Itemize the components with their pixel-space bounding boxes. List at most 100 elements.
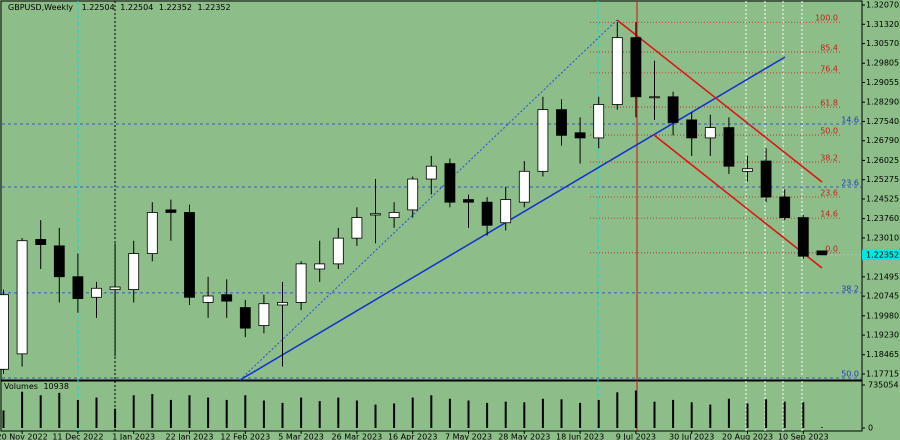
x-tick-label: 7 May 2023 bbox=[445, 433, 492, 440]
volume-title: Volumes bbox=[4, 382, 38, 391]
candle-body bbox=[816, 250, 828, 256]
y-tick-label: 1.30570 bbox=[866, 39, 899, 48]
fib-label: 23.6 bbox=[820, 189, 838, 198]
volume-header: Volumes 10938 bbox=[4, 382, 69, 391]
channel-line bbox=[653, 134, 823, 269]
fib-label: 38.2 bbox=[841, 284, 859, 293]
header-high: 1.22504 bbox=[120, 3, 153, 12]
volume-tick-label: 0 bbox=[868, 424, 873, 433]
candle-body bbox=[723, 127, 735, 167]
fib-label: 0.0 bbox=[825, 244, 838, 253]
candle-body bbox=[742, 168, 753, 172]
header-low: 1.22352 bbox=[159, 3, 192, 12]
fib-label: 85.4 bbox=[820, 44, 838, 53]
x-tick-label: 26 Mar 2023 bbox=[332, 433, 383, 440]
candle-body bbox=[388, 212, 400, 218]
candle-body bbox=[258, 303, 270, 326]
candle-body bbox=[35, 239, 47, 245]
price-marker bbox=[862, 249, 900, 260]
candle-body bbox=[667, 96, 679, 123]
fib-label: 50.0 bbox=[820, 127, 838, 136]
candle-body bbox=[16, 240, 28, 355]
y-tick-label: 1.32070 bbox=[866, 1, 899, 10]
candle-body bbox=[760, 160, 772, 198]
candle-body bbox=[0, 294, 9, 370]
candle-body bbox=[91, 287, 102, 298]
y-tick-label: 1.19980 bbox=[866, 311, 899, 320]
header-open: 1.22504 bbox=[82, 3, 115, 12]
candle-body bbox=[425, 165, 437, 180]
y-tick-label: 1.19230 bbox=[866, 331, 899, 340]
candle-body bbox=[779, 196, 791, 218]
candle-body bbox=[72, 276, 84, 299]
candle-body bbox=[686, 119, 698, 139]
y-tick-label: 1.28290 bbox=[866, 98, 899, 107]
candle-body bbox=[184, 212, 195, 298]
candle-body bbox=[500, 199, 512, 224]
y-tick-label: 1.23010 bbox=[866, 233, 899, 242]
fib-label: 14.6 bbox=[820, 210, 838, 219]
x-tick-label: 10 Sep 2023 bbox=[778, 433, 829, 440]
x-tick-label: 20 Nov 2022 bbox=[0, 433, 48, 440]
candle-body bbox=[537, 109, 549, 172]
candle-body bbox=[332, 237, 344, 265]
y-tick-label: 1.21495 bbox=[866, 272, 899, 281]
candle-body bbox=[370, 213, 381, 216]
candle-body bbox=[797, 217, 809, 257]
x-tick-label: 20 Aug 2023 bbox=[722, 433, 773, 440]
candle-body bbox=[611, 37, 623, 105]
candle-body bbox=[239, 307, 251, 329]
fib-label: 38.2 bbox=[820, 154, 838, 163]
y-tick-label: 1.18465 bbox=[866, 350, 899, 359]
y-tick-label: 1.31320 bbox=[866, 20, 899, 29]
fib-label: 14.6 bbox=[841, 116, 859, 125]
candle-body bbox=[704, 127, 716, 139]
volume-last: 10938 bbox=[43, 382, 68, 391]
candle-body bbox=[518, 170, 530, 203]
volume-tick-label: 735054 bbox=[868, 381, 899, 390]
y-tick-label: 1.27540 bbox=[866, 117, 899, 126]
x-tick-label: 22 Jan 2023 bbox=[166, 433, 214, 440]
price-marker-label: 1.22352 bbox=[866, 250, 899, 259]
y-tick-label: 1.26025 bbox=[866, 156, 899, 165]
x-tick-label: 9 Jul 2023 bbox=[616, 433, 656, 440]
fib-label: 23.6 bbox=[841, 179, 859, 188]
candle-body bbox=[128, 253, 140, 290]
y-tick-label: 1.29805 bbox=[866, 59, 899, 68]
x-tick-label: 12 Feb 2023 bbox=[220, 433, 270, 440]
fib-label: 76.4 bbox=[820, 64, 838, 73]
fib-label: 50.0 bbox=[841, 369, 859, 378]
x-tick-label: 11 Dec 2022 bbox=[52, 433, 103, 440]
volume-panel bbox=[0, 380, 863, 432]
chart-title: GBPUSD,Weekly bbox=[8, 3, 73, 12]
candle-body bbox=[53, 245, 65, 278]
x-tick-label: 1 Jan 2023 bbox=[112, 433, 155, 440]
y-tick-label: 1.29055 bbox=[866, 78, 899, 87]
candle-body bbox=[463, 199, 474, 203]
candle-body bbox=[221, 294, 233, 302]
trend-line bbox=[239, 56, 786, 381]
y-tick-label: 1.24525 bbox=[866, 194, 899, 203]
y-tick-label: 1.25275 bbox=[866, 175, 899, 184]
trend-line bbox=[239, 19, 618, 381]
candle-body bbox=[295, 263, 307, 303]
fib-label: 100.0 bbox=[815, 14, 838, 23]
header-close: 1.22352 bbox=[198, 3, 231, 12]
x-tick-label: 28 May 2023 bbox=[498, 433, 550, 440]
candle-body bbox=[481, 201, 493, 226]
x-tick-label: 5 Mar 2023 bbox=[278, 433, 324, 440]
candle-body bbox=[630, 37, 642, 98]
fib-label: 61.8 bbox=[820, 99, 838, 108]
candle-body bbox=[146, 212, 158, 254]
candle-body bbox=[649, 96, 660, 99]
candle-body bbox=[407, 178, 419, 211]
x-tick-label: 30 Jul 2023 bbox=[669, 433, 714, 440]
candle-body bbox=[109, 286, 121, 290]
candle-body bbox=[202, 295, 214, 303]
candle-body bbox=[444, 163, 456, 203]
price-panel bbox=[0, 0, 863, 381]
candle-body bbox=[593, 104, 605, 139]
x-tick-label: 18 Jun 2023 bbox=[556, 433, 604, 440]
chart-header: GBPUSD,Weekly 1.22504 1.22504 1.22352 1.… bbox=[8, 3, 231, 12]
